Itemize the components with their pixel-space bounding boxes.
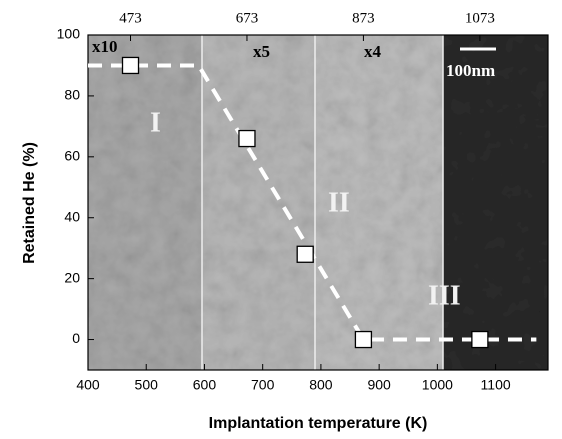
trend-line <box>88 63 537 342</box>
y-tick-label: 80 <box>64 87 80 103</box>
marker <box>471 330 489 349</box>
marker <box>121 56 140 75</box>
y-tick-label: 40 <box>64 208 80 224</box>
annotation: I <box>150 107 161 138</box>
panel <box>315 35 443 370</box>
x-tick-label: 700 <box>251 377 275 393</box>
x-tick-label: 800 <box>309 377 333 393</box>
marker <box>296 245 314 263</box>
x-axis-label: Implantation temperature (K) <box>209 415 428 432</box>
x-tick-label: 500 <box>135 377 159 393</box>
panel <box>443 35 548 370</box>
x2-tick-label: 873 <box>352 10 375 26</box>
annotation: II <box>328 187 350 218</box>
x2-tick-label: 473 <box>119 10 142 26</box>
plot-frame <box>87 34 549 371</box>
panel <box>88 35 202 370</box>
y-axis-label: Retained He (%) <box>21 142 38 264</box>
y-tick-label: 0 <box>72 330 80 346</box>
x-tick-label: 600 <box>193 377 217 393</box>
x-tick-label: 1100 <box>481 377 511 393</box>
annotation: x5 <box>253 42 270 61</box>
x2-tick-label: 1073 <box>465 10 495 26</box>
x-tick-label: 400 <box>76 377 100 393</box>
y-tick-label: 60 <box>64 148 80 164</box>
x-tick-label: 1000 <box>422 377 453 393</box>
annotation: x10 <box>92 37 118 56</box>
marker <box>238 129 256 148</box>
panel <box>202 35 315 370</box>
micrograph-panels <box>88 35 548 370</box>
x-tick-label: 900 <box>367 377 391 393</box>
annotation: III <box>428 280 461 311</box>
annotation: 100nm <box>446 61 495 80</box>
marker <box>354 330 373 349</box>
x2-tick-label: 673 <box>236 10 259 26</box>
y-tick-label: 100 <box>57 26 81 42</box>
annotation: x4 <box>364 42 382 61</box>
y-tick-label: 20 <box>64 269 80 285</box>
